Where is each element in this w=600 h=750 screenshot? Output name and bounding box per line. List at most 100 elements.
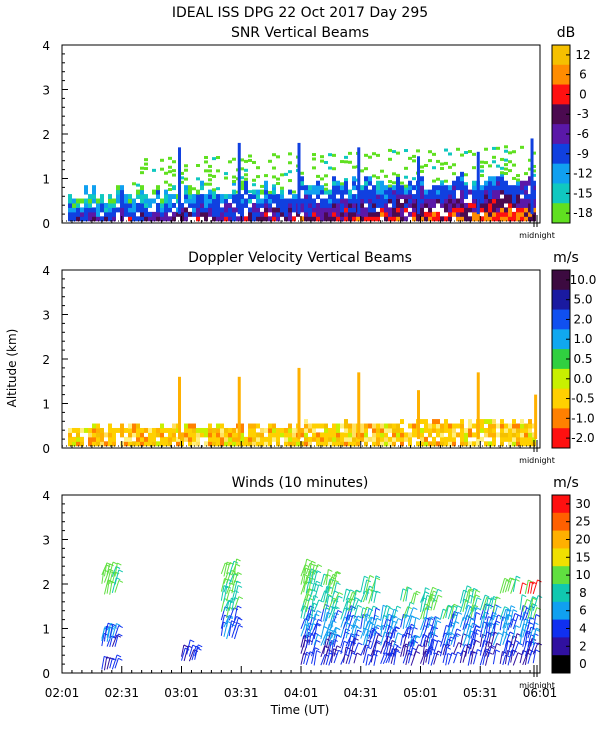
wind-barb-flag [116,654,122,658]
heatmap-cell [336,207,340,213]
heatmap-cell [244,202,248,208]
wind-barb-flag [336,571,342,574]
heatmap-cell [216,207,220,213]
wind-barb-flag [238,596,244,600]
heatmap-cell [260,211,264,217]
heatmap-cell [436,419,440,425]
heatmap-cell [204,216,208,222]
wind-barb-flag [364,575,369,579]
heatmap-cell [460,423,464,429]
heatmap-cell [396,198,400,204]
heatmap-cell [472,423,476,429]
heatmap-cell [436,159,440,163]
wind-barb-flag [535,614,541,617]
heatmap-cell [484,427,488,433]
wind-barb-flag [325,634,330,637]
wind-barb [453,628,458,640]
heatmap-cell [196,202,200,208]
heatmap-cell [532,423,536,429]
wind-barb-flag [415,617,421,621]
heatmap-cell [392,427,396,433]
heatmap-cell [192,427,196,433]
wind-barb [433,617,437,630]
heatmap-cell [312,198,316,204]
heatmap-cell [416,149,420,153]
heatmap-cell [436,189,440,195]
heatmap-cell [412,202,416,208]
heatmap-cell [284,207,288,213]
wind-barb-flag [475,589,481,593]
heatmap-cell [456,202,460,208]
heatmap-cell [396,176,400,182]
colorbar-label: 25 [575,515,590,529]
wind-barb [413,617,417,629]
heatmap-cell [464,207,468,213]
heatmap-cell [204,202,208,208]
heatmap-cell [100,432,104,438]
heatmap-cell [216,169,220,173]
heatmap-cell [260,198,264,204]
heatmap-cell [408,432,412,438]
wind-barb [109,561,114,575]
heatmap-cell [528,423,532,429]
heatmap-cell [504,194,508,200]
wind-barb-flag [332,630,337,633]
heatmap-cell [400,432,404,438]
heatmap-cell [112,198,116,204]
heatmap-cell [244,216,248,222]
heatmap-cell [372,423,376,429]
heatmap-cell [208,211,212,217]
heatmap-cell [444,179,448,183]
wind-barb [447,605,454,620]
heatmap-cell [528,167,532,171]
heatmap-cell [444,194,448,200]
heatmap-cell [400,189,404,195]
spike [417,156,421,215]
heatmap-cell [448,436,452,442]
wind-barb [328,574,334,586]
heatmap-cell [128,441,132,447]
wind-barb-flag [317,634,322,638]
heatmap-cell [500,427,504,433]
heatmap-cell [152,432,156,438]
heatmap-cell [240,158,244,162]
wind-barb-flag [375,631,381,635]
heatmap-cell [464,173,468,177]
heatmap-cell [324,187,328,191]
heatmap-cell [200,185,204,191]
wind-barb [492,605,498,621]
heatmap-cell [152,216,156,222]
heatmap-cell [364,427,368,433]
wind-barb [188,644,194,657]
wind-barb [410,592,415,604]
heatmap-cell [128,427,132,433]
wind-barb [422,649,427,666]
wind-barb [422,595,428,612]
colorbar-swatch [552,270,570,291]
heatmap-cell [452,194,456,200]
heatmap-cell [488,207,492,213]
wind-barb [400,588,404,601]
heatmap-cell [308,207,312,213]
heatmap-cell [204,155,208,159]
heatmap-cell [336,185,340,191]
heatmap-cell [488,198,492,204]
wind-barb [388,640,393,657]
heatmap-cell [504,432,508,438]
wind-barb [323,607,327,622]
wind-barb [353,615,359,629]
heatmap-cell [388,198,392,204]
heatmap-cell [332,180,336,186]
heatmap-cell [524,202,528,208]
wind-barb [365,575,371,592]
wind-barb-flag [317,564,323,567]
heatmap-cell [388,157,392,161]
wind-barb [373,634,379,648]
heatmap-cell [532,164,536,168]
wind-barb [504,650,508,665]
heatmap-cell [508,169,512,173]
heatmap-cell [264,441,268,447]
heatmap-cell [232,180,236,186]
heatmap-cell [364,441,368,447]
heatmap-cell [288,207,292,213]
